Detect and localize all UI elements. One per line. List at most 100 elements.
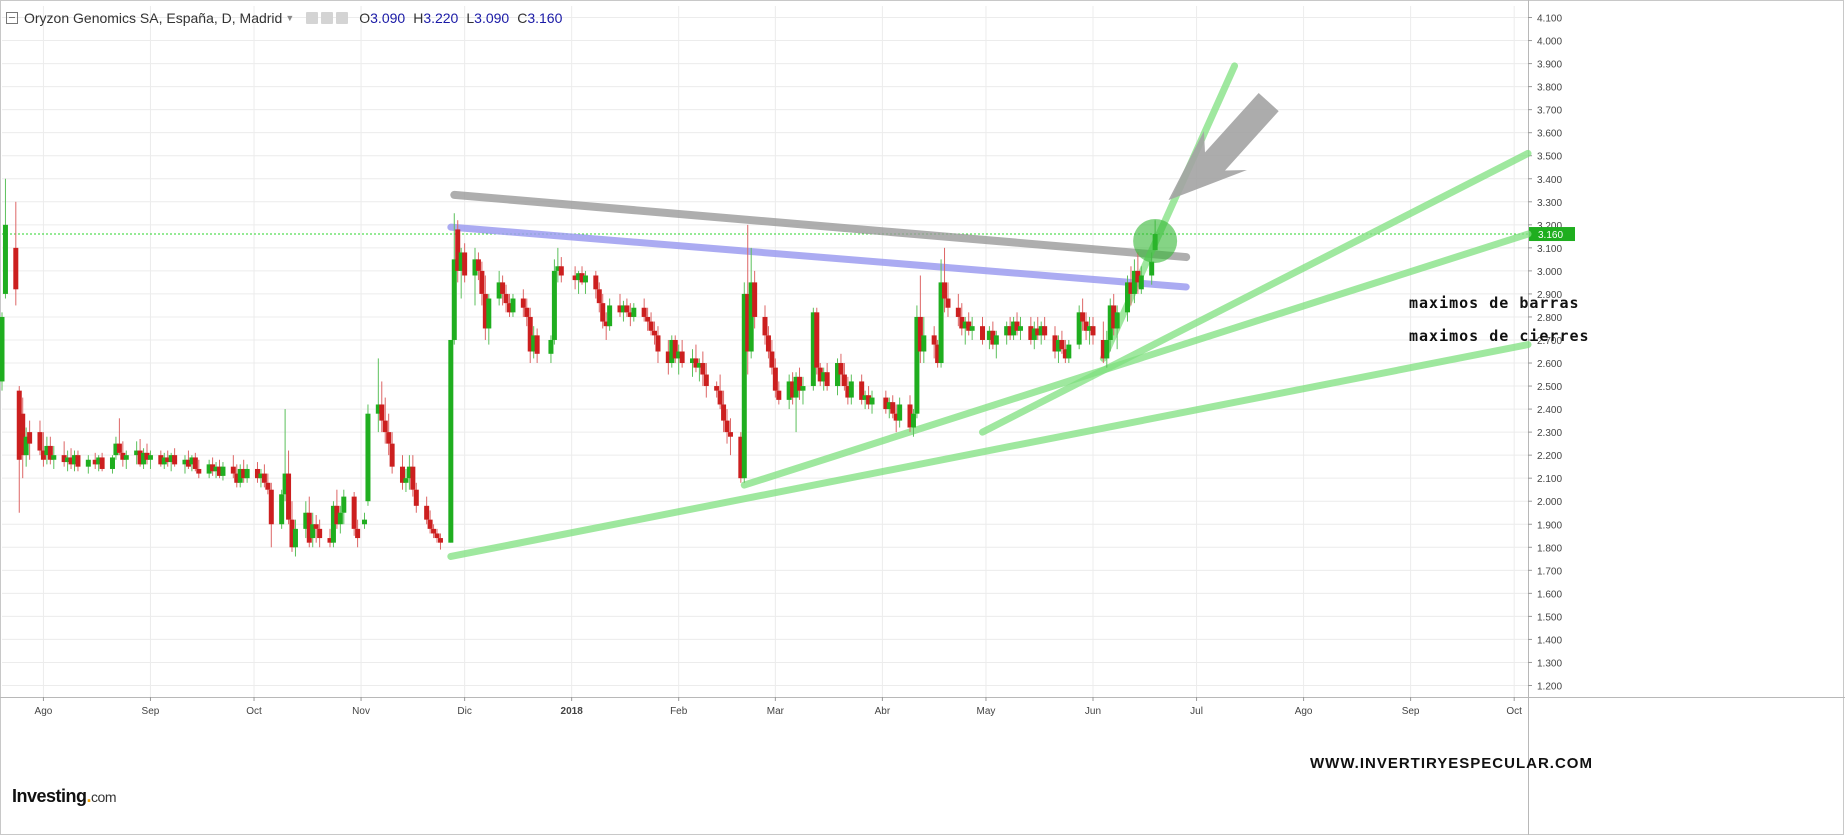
candle-body (279, 494, 285, 525)
candle-body (365, 413, 371, 502)
chevron-down-icon[interactable]: ▼ (285, 13, 295, 23)
y-tick-label: 4.100 (1537, 14, 1562, 25)
x-tick-label: Abr (875, 706, 891, 717)
candle-body (607, 305, 613, 327)
candle-body (44, 445, 50, 456)
candle-body (648, 321, 654, 331)
candle-body (189, 457, 195, 465)
x-tick-label: 2018 (561, 706, 584, 717)
candle-body (579, 273, 585, 283)
candle-body (399, 466, 405, 483)
candle-body (16, 390, 22, 460)
candle-body (762, 316, 768, 336)
candle-body (437, 538, 443, 543)
x-tick-label: Sep (142, 706, 160, 717)
candle-body (572, 275, 578, 281)
candle-body (410, 466, 416, 490)
candle-body (776, 390, 782, 400)
candle-body (424, 505, 430, 520)
candle-body (724, 420, 730, 433)
x-tick-label: Dic (457, 706, 471, 717)
y-tick-label: 2.200 (1537, 451, 1562, 462)
candle-body (244, 468, 250, 479)
visibility-icon[interactable] (321, 12, 334, 24)
candle-body (379, 404, 385, 421)
chart-header: Oryzon Genomics SA, España, D, Madrid ▼ … (6, 10, 562, 26)
x-tick-label: Feb (670, 706, 688, 717)
candle-body (158, 455, 164, 465)
candle-body (37, 432, 43, 451)
x-tick-label: Jul (1190, 706, 1203, 717)
candle-body (268, 489, 274, 525)
candle-body (835, 363, 841, 387)
y-tick-label: 2.800 (1537, 313, 1562, 324)
candle-body (921, 335, 927, 352)
candle-body (797, 376, 803, 391)
candle-body (230, 466, 236, 474)
collapse-icon[interactable] (6, 12, 18, 24)
candle-body (434, 533, 440, 539)
candle-body (1138, 275, 1144, 290)
candle-body (1100, 339, 1106, 359)
candle-body (814, 312, 820, 368)
candle-body (172, 455, 178, 465)
candle-body (217, 466, 223, 476)
candle-body (351, 496, 357, 529)
y-tick-label: 2.300 (1537, 428, 1562, 439)
y-tick-label: 1.400 (1537, 635, 1562, 646)
candle-body (893, 413, 899, 421)
candle-body (1042, 326, 1048, 336)
candle-body (886, 402, 892, 410)
pointer-arrow-icon (1168, 92, 1279, 201)
candle-body (403, 478, 409, 483)
candle-body (910, 413, 916, 428)
candle-body (848, 381, 854, 398)
candle-body (47, 445, 53, 460)
watermark-url: WWW.INVERTIRYESPECULAR.COM (1310, 755, 1593, 772)
candle-body (289, 519, 295, 548)
candle-body (717, 390, 723, 405)
y-tick-label: 3.400 (1537, 175, 1562, 186)
candle-body (507, 303, 513, 313)
candle-body (548, 339, 554, 354)
candle-body (141, 452, 147, 465)
candle-body (810, 312, 816, 387)
x-tick-label: Ago (35, 706, 53, 717)
candle-body (1083, 321, 1089, 331)
candle-body (210, 464, 216, 472)
y-tick-label: 3.900 (1537, 60, 1562, 71)
candle-body (700, 363, 706, 375)
candle-body (838, 363, 844, 375)
candle-body (458, 252, 464, 271)
settings-icon[interactable] (306, 12, 319, 24)
remove-icon[interactable] (336, 12, 349, 24)
instrument-title[interactable]: Oryzon Genomics SA, España, D, Madrid (24, 10, 283, 26)
y-tick-label: 3.800 (1537, 83, 1562, 94)
candle-body (61, 455, 67, 463)
candle-body (641, 307, 647, 317)
ohlc-low: L3.090 (466, 10, 510, 26)
candle-body (1055, 339, 1061, 352)
candle-body (617, 305, 623, 313)
candle-body (220, 466, 226, 476)
candle-body (375, 404, 381, 414)
candle-body (185, 459, 191, 467)
x-tick-label: Oct (246, 706, 262, 717)
candle-body (2, 224, 8, 294)
candle-body (520, 298, 526, 308)
candle-body (917, 316, 923, 352)
candle-body (959, 316, 965, 329)
candle-body (168, 455, 174, 463)
candle-body (65, 457, 71, 463)
candle-body (510, 298, 516, 313)
candle-body (75, 455, 81, 467)
candle-body (1031, 328, 1037, 340)
candle-body (213, 466, 219, 472)
candle-body (313, 524, 319, 529)
candle-body (531, 335, 537, 352)
y-tick-label: 1.700 (1537, 566, 1562, 577)
candle-body (765, 335, 771, 352)
candle-body (1125, 282, 1131, 313)
candle-body (914, 316, 920, 414)
